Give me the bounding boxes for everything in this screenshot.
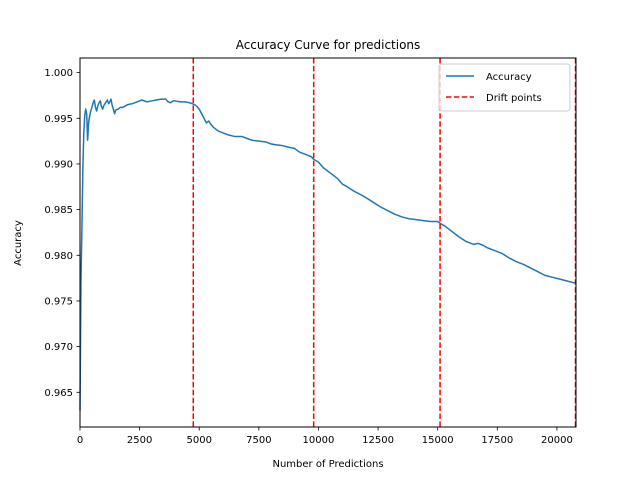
- legend-drift-points-label: Drift points: [486, 93, 542, 104]
- x-tick-label: 12500: [362, 435, 394, 446]
- legend: Accuracy Drift points: [438, 63, 571, 112]
- x-axis-label: Number of Predictions: [272, 459, 383, 470]
- y-tick-label: 0.985: [44, 205, 73, 216]
- axes-frame: [79, 57, 577, 428]
- y-tick-label: 1.000: [44, 68, 73, 79]
- y-axis-ticks: 0.965 0.970 0.975 0.980 0.985 0.990 0.995 1.000: [44, 68, 80, 399]
- y-tick-label: 0.980: [44, 251, 73, 262]
- y-tick-label: 0.975: [44, 296, 73, 307]
- x-tick-label: 7500: [246, 435, 271, 446]
- x-tick-label: 17500: [481, 435, 513, 446]
- legend-accuracy-label: Accuracy: [486, 72, 532, 83]
- chart-title: Accuracy Curve for predictions: [236, 38, 421, 52]
- x-tick-label: 20000: [541, 435, 573, 446]
- x-axis-ticks: 0 2500 5000 7500 10000 12500 15000 17500 20000: [77, 427, 573, 446]
- x-tick-label: 10000: [303, 435, 335, 446]
- x-tick-label: 5000: [187, 435, 212, 446]
- y-tick-label: 0.970: [44, 342, 73, 353]
- x-tick-label: 0: [77, 435, 83, 446]
- y-tick-label: 0.965: [44, 388, 73, 399]
- accuracy-series-line: [79, 98, 576, 411]
- y-axis-label: Accuracy: [13, 220, 24, 266]
- x-tick-label: 2500: [127, 435, 152, 446]
- y-tick-label: 0.990: [44, 159, 73, 170]
- y-tick-label: 0.995: [44, 114, 73, 125]
- x-tick-label: 15000: [422, 435, 454, 446]
